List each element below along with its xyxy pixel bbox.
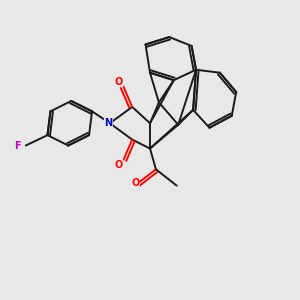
Text: O: O xyxy=(131,178,139,188)
Text: O: O xyxy=(115,160,123,170)
Text: N: N xyxy=(104,118,112,128)
Text: O: O xyxy=(131,178,139,188)
Text: O: O xyxy=(115,76,123,87)
Text: O: O xyxy=(115,76,123,87)
Text: N: N xyxy=(104,118,112,128)
Text: O: O xyxy=(115,160,123,170)
Text: F: F xyxy=(14,140,20,151)
